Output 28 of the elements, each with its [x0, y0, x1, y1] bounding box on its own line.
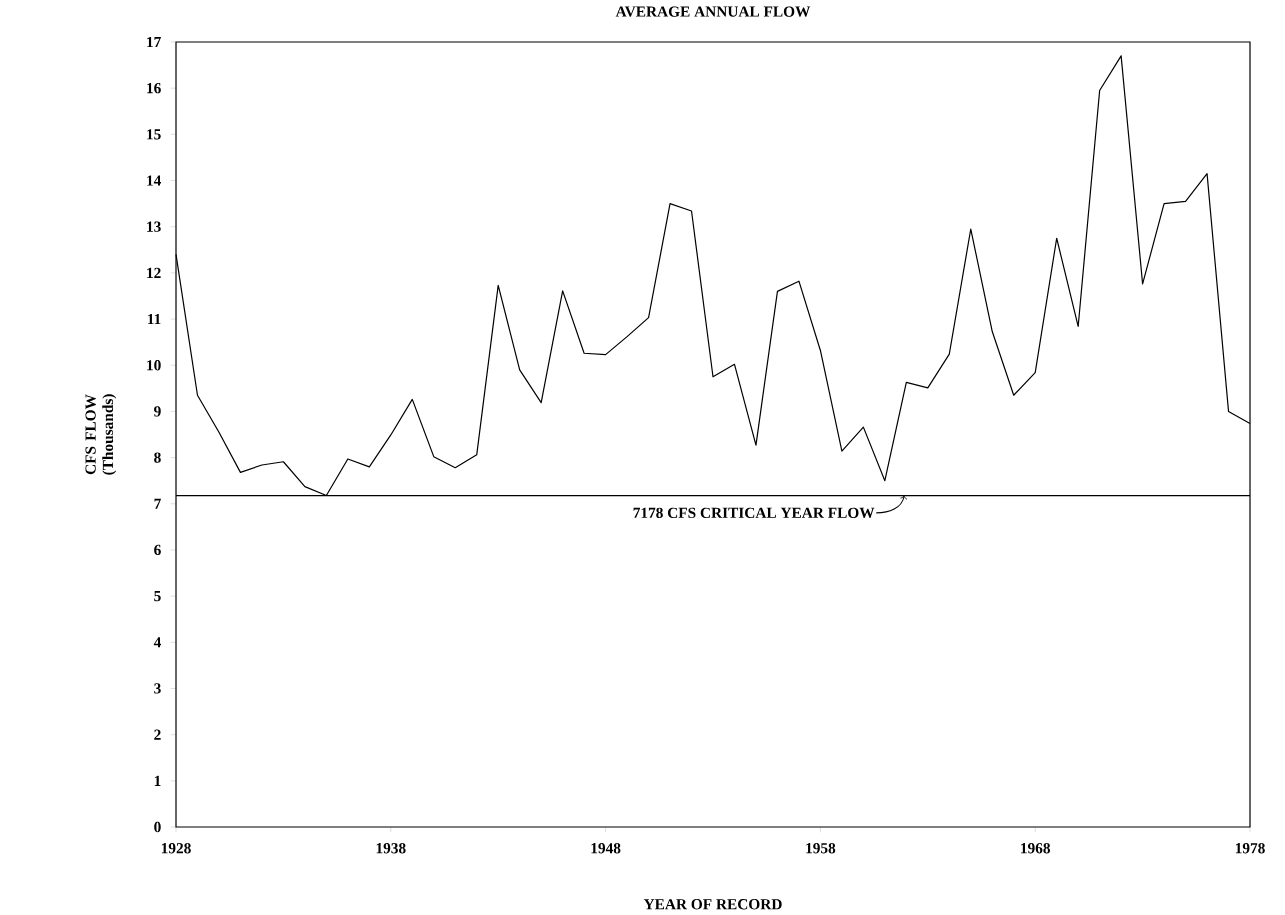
y-tick-label: 2: [154, 729, 161, 740]
y-tick-label: 0: [154, 822, 161, 833]
x-tick-label: 1958: [806, 843, 836, 854]
y-tick-label: 13: [147, 221, 161, 233]
y-tick-label: 15: [147, 129, 161, 140]
legend-label: 7178 CFS CRITICAL YEAR FLOW: [633, 507, 875, 519]
x-tick-label: 1938: [376, 843, 406, 854]
y-tick-label: 10: [147, 360, 161, 371]
y-tick-label: 11: [148, 314, 161, 325]
y-tick-label: 12: [147, 268, 161, 279]
y-tick-label: 8: [154, 452, 161, 463]
y-tick-label: 14: [147, 175, 162, 186]
y-tick-label: 6: [154, 545, 161, 556]
x-tick-label: 1948: [591, 843, 621, 854]
y-tick-label: 5: [154, 591, 161, 602]
x-tick-label: 1928: [161, 843, 191, 854]
x-axis-title: YEAR OF RECORD: [643, 899, 782, 910]
y-tick-label: 17: [147, 37, 161, 48]
y-tick-label: 4: [153, 637, 162, 648]
x-tick-label: 1968: [1021, 843, 1051, 854]
y-tick-label: 16: [147, 83, 161, 94]
y-tick-label: 7: [154, 498, 161, 510]
y-tick-label: 9: [154, 406, 161, 417]
y-axis-title: CFS FLOW (Thousands): [85, 394, 117, 475]
y-tick-label: 1: [154, 775, 161, 787]
x-tick-label: 1978: [1235, 843, 1265, 854]
y-tick-label: 3: [154, 683, 161, 694]
chart-title: AVERAGE ANNUAL FLOW: [615, 6, 811, 18]
